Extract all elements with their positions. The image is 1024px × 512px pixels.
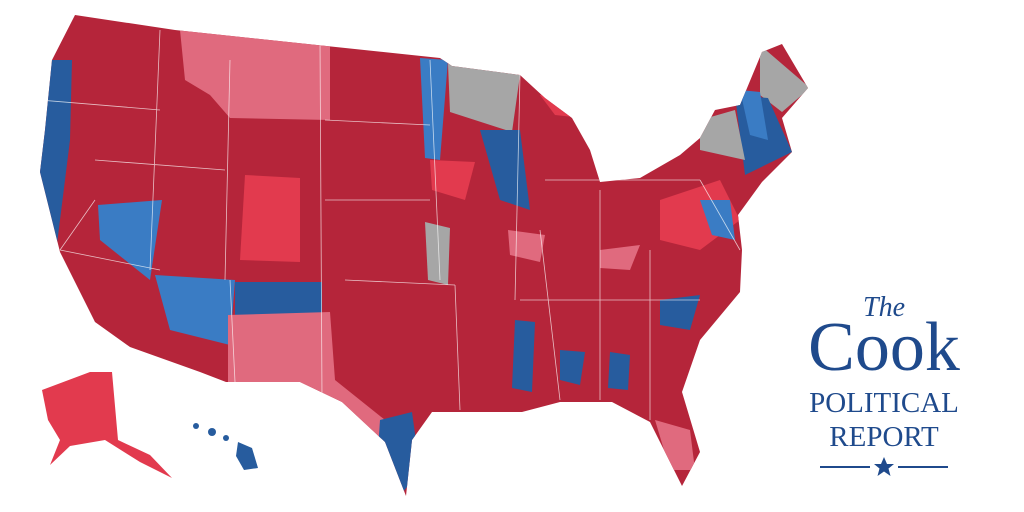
hawaii	[193, 423, 258, 470]
alaska	[42, 372, 172, 478]
logo-line2: REPORT	[829, 421, 939, 453]
logo-name: Cook	[808, 309, 960, 386]
us-map	[40, 15, 808, 496]
district-overlays	[40, 30, 808, 496]
logo-article: The	[863, 292, 905, 323]
logo-line1: POLITICAL	[809, 387, 959, 419]
logo: The Cook POLITICAL REPORT	[808, 292, 960, 476]
logo-star	[874, 457, 894, 476]
